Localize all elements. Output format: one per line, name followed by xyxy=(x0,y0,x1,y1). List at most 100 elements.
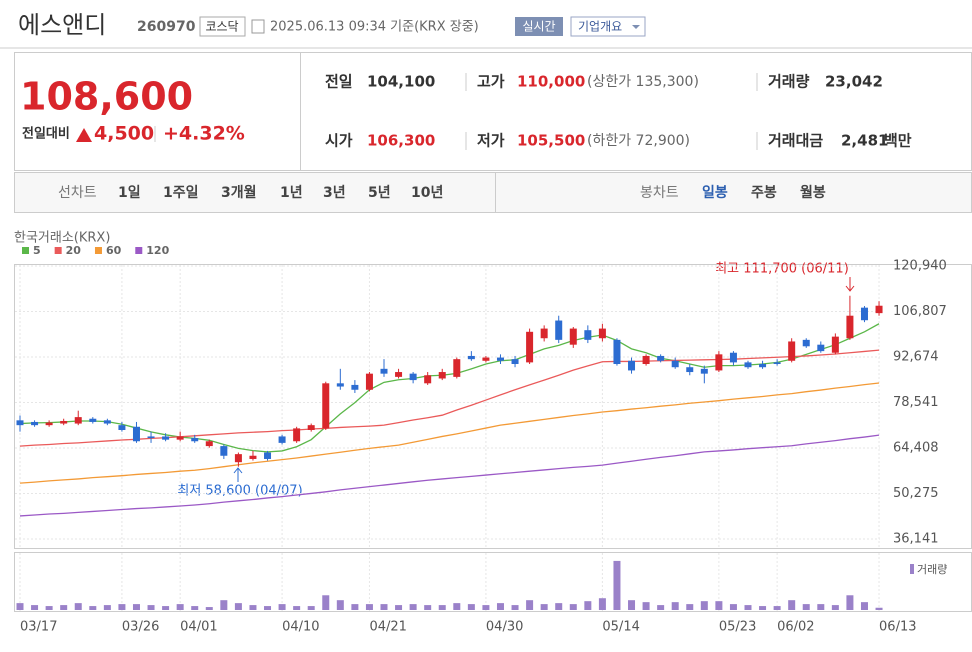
y-tick-label: 120,940 xyxy=(893,259,947,274)
volume-bar xyxy=(831,605,839,610)
ma-line xyxy=(19,382,880,484)
volume-bar xyxy=(249,605,257,610)
stock-name: 에스앤디 xyxy=(18,11,106,39)
y-tick-label: 106,807 xyxy=(893,304,947,319)
ma-line xyxy=(19,434,880,517)
x-tick-label: 04/21 xyxy=(369,620,406,635)
candle-body xyxy=(831,336,839,353)
candle-body xyxy=(540,328,548,339)
volume-bar xyxy=(613,560,621,610)
candle-body xyxy=(395,372,403,377)
realtime-badge[interactable] xyxy=(515,17,563,36)
company-info-button[interactable] xyxy=(570,16,646,37)
volume-bar xyxy=(788,600,796,610)
candle-body xyxy=(860,307,868,321)
volume-bar xyxy=(424,605,432,610)
ma-line xyxy=(19,323,880,453)
volume-bar xyxy=(540,604,548,610)
candle-body xyxy=(409,373,417,381)
tab[interactable]: 일봉 xyxy=(702,185,728,201)
x-tick-label: 04/10 xyxy=(282,620,319,635)
realtime[interactable]: 실시간 xyxy=(522,20,555,34)
tab[interactable]: 3개월 xyxy=(221,184,257,201)
x-tick-label: 06/02 xyxy=(777,620,814,635)
candle-body xyxy=(278,436,286,443)
quote-value: 23,042 xyxy=(825,73,883,91)
volume-bar xyxy=(60,605,68,610)
x-tick-label: 05/14 xyxy=(602,620,639,635)
quote-note: (상한가 135,300) xyxy=(587,74,699,90)
tab[interactable]: 10년 xyxy=(411,185,443,201)
volume-bar xyxy=(467,604,475,610)
quote-label: 고가 xyxy=(477,73,505,91)
volume-bar xyxy=(642,602,650,610)
candle-body xyxy=(60,420,68,424)
price-panel xyxy=(14,264,972,549)
candle-body xyxy=(802,339,810,347)
candle-body xyxy=(132,426,140,442)
volume-bar xyxy=(191,606,199,610)
volume-bar xyxy=(729,604,737,610)
volume-bar xyxy=(293,606,301,610)
candle-body xyxy=(162,436,170,440)
volume-bar xyxy=(264,606,272,610)
company-info[interactable]: 기업개요 xyxy=(578,20,622,34)
candle-body xyxy=(45,422,53,426)
source: 한국거래소(KRX) xyxy=(14,231,110,246)
candle-body xyxy=(569,328,577,345)
candle-body xyxy=(846,315,854,339)
volume-bar xyxy=(162,606,170,610)
volume-bar xyxy=(438,605,446,610)
timestamp: 2025.06.13 09:34 기준(KRX 장중) xyxy=(270,20,479,35)
candle-body xyxy=(657,355,665,361)
candle-body xyxy=(729,352,737,363)
tab[interactable]: 월봉 xyxy=(800,184,826,201)
tab[interactable]: 1일 xyxy=(118,185,141,201)
volume-bar xyxy=(365,604,373,610)
volume-bar xyxy=(307,606,315,610)
volume-bar xyxy=(336,600,344,610)
tab[interactable]: 주봉 xyxy=(751,185,777,201)
volume-bar xyxy=(569,604,577,610)
volume-bar xyxy=(628,600,636,610)
low-annotation: 최저 58,600 (04/07) xyxy=(177,484,302,499)
legend-label: 20 xyxy=(66,244,82,257)
quote-value: 106,300 xyxy=(367,132,435,150)
candle-body xyxy=(788,341,796,361)
volume-bar xyxy=(700,601,708,610)
tab[interactable]: 3년 xyxy=(323,185,346,201)
candle-body xyxy=(31,421,39,426)
candle-body xyxy=(526,331,534,363)
market-badge xyxy=(199,16,246,37)
high-arrow xyxy=(845,277,855,292)
x-tick-label: 04/30 xyxy=(486,620,523,635)
candle-body xyxy=(613,339,621,364)
candle-body xyxy=(264,452,272,459)
candle-body xyxy=(336,383,344,387)
candle-body xyxy=(744,362,752,368)
volume-bar xyxy=(74,603,82,610)
volume-bar xyxy=(671,602,679,610)
candle-body xyxy=(467,355,475,360)
candle-body xyxy=(817,344,825,352)
tab-bar xyxy=(14,172,972,213)
x-tick-label: 03/26 xyxy=(122,620,159,635)
candle-body xyxy=(482,357,490,361)
legend-swatch xyxy=(910,564,914,574)
up-arrow xyxy=(76,128,92,142)
candle-body xyxy=(16,420,24,426)
candle-body xyxy=(773,362,781,364)
volume-bar xyxy=(147,605,155,610)
candle-body xyxy=(555,320,563,340)
tab[interactable]: 1주일 xyxy=(163,185,199,201)
volume-bar xyxy=(860,602,868,610)
quote-note: (하한가 72,900) xyxy=(587,133,690,149)
tab[interactable]: 5년 xyxy=(368,185,391,201)
tab-label: 봉차트 xyxy=(640,185,679,201)
quote-label: 거래량 xyxy=(768,73,810,91)
volume-bar xyxy=(176,604,184,610)
tab[interactable]: 1년 xyxy=(280,185,303,201)
quote-label: 시가 xyxy=(325,132,353,150)
volume-bar xyxy=(351,604,359,610)
